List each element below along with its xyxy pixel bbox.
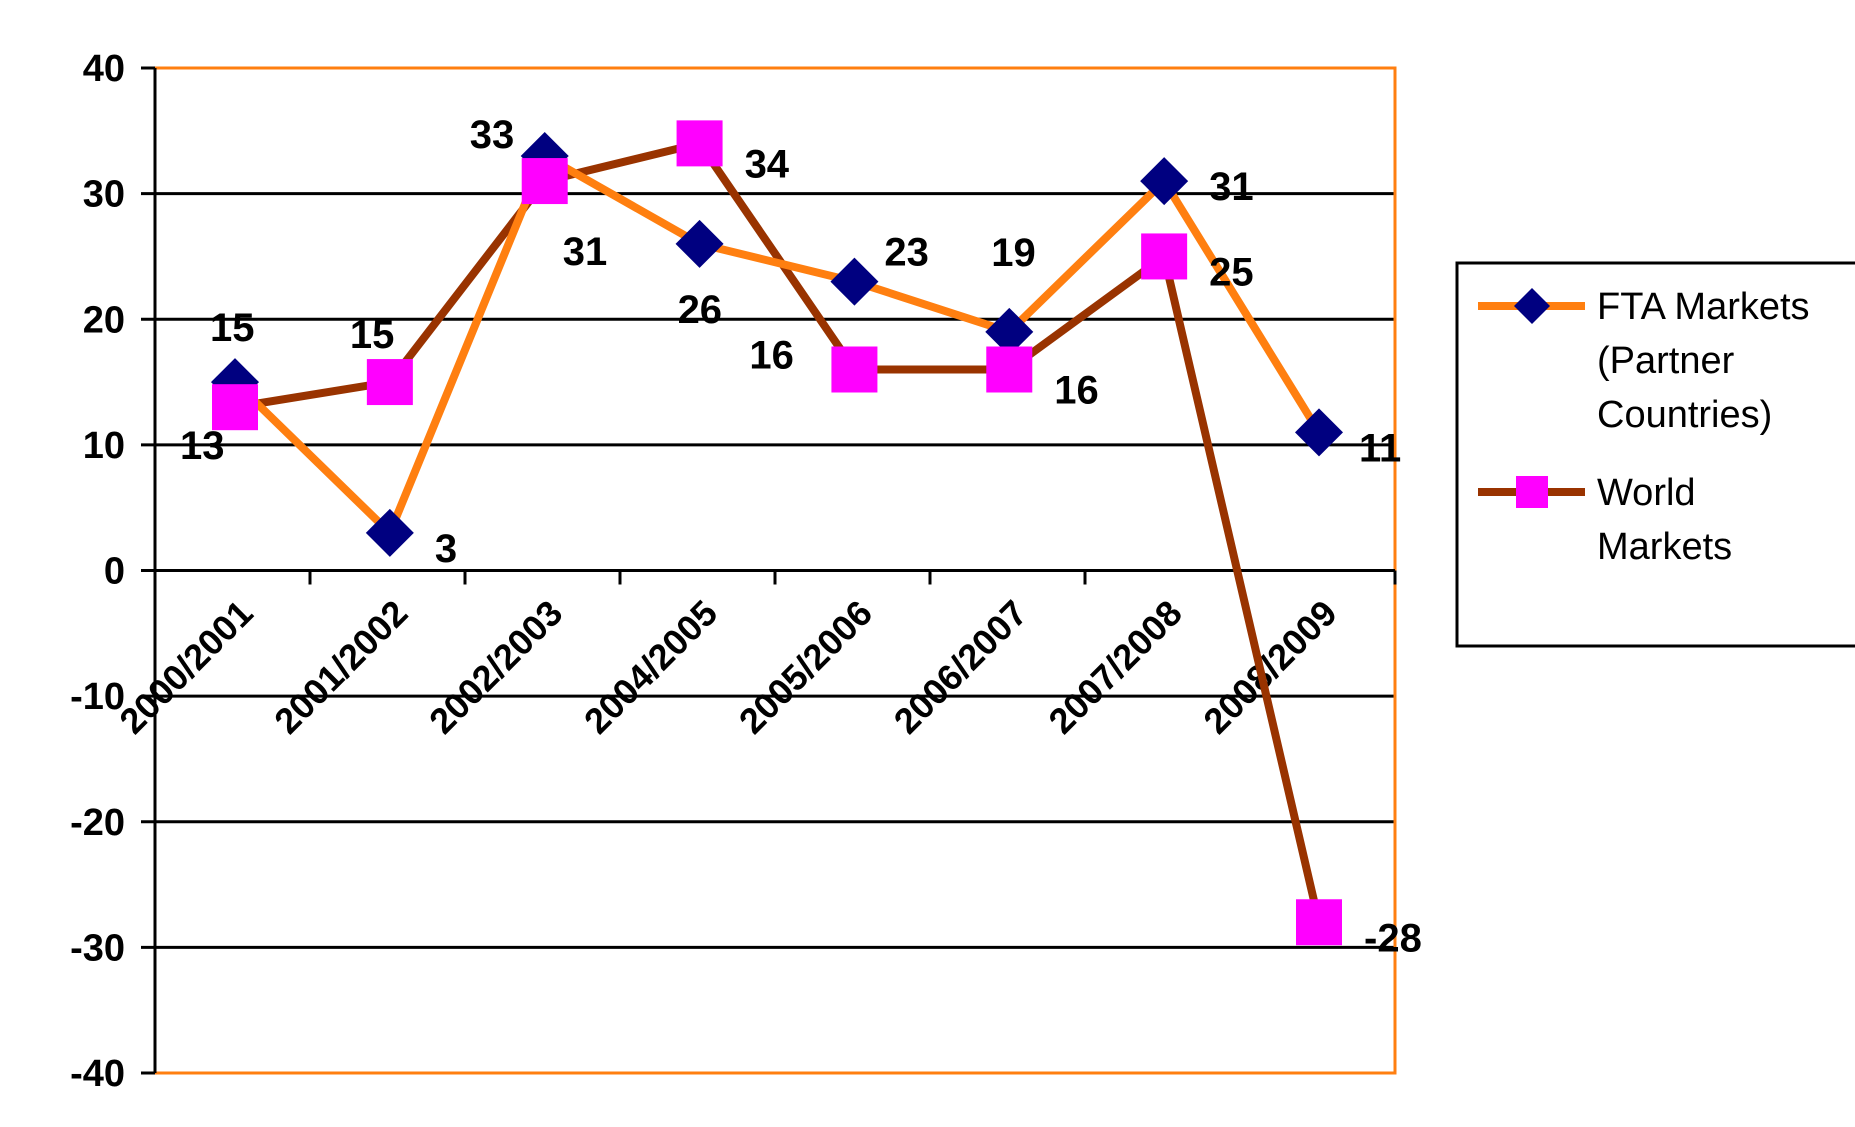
- data-point-world: [212, 384, 258, 431]
- data-point-world: [1141, 233, 1188, 280]
- legend-label-fta: (Partner: [1597, 340, 1735, 382]
- y-tick-label: 30: [83, 174, 125, 216]
- series-markers: [211, 120, 1343, 946]
- data-label-world: 16: [1054, 369, 1099, 413]
- data-point-world: [676, 120, 723, 167]
- data-label-world: 34: [745, 142, 790, 186]
- data-point-world: [366, 359, 413, 406]
- y-tick-label: 20: [83, 299, 125, 341]
- data-point-world: [521, 158, 568, 205]
- legend-box: [1455, 261, 1855, 648]
- data-label-fta: 33: [470, 113, 515, 157]
- series-lines: [232, 138, 1323, 924]
- data-label-fta: 31: [1209, 165, 1254, 209]
- legend-marker-world: [1516, 476, 1548, 508]
- x-tick-label: 2002/2003: [421, 592, 570, 741]
- data-point-fta: [830, 257, 879, 306]
- y-tick-label: 10: [83, 425, 125, 467]
- legend-label-world: Markets: [1597, 526, 1732, 568]
- data-label-fta: 26: [678, 288, 723, 332]
- legend-marker-fta: [1514, 288, 1550, 324]
- x-tick-label: 2004/2005: [576, 592, 725, 741]
- data-point-world: [831, 346, 878, 393]
- data-label-world: 31: [563, 230, 608, 274]
- x-tick-label: 2000/2001: [111, 592, 260, 741]
- data-label-world: 15: [350, 313, 395, 357]
- data-label-fta: 19: [991, 231, 1035, 275]
- data-point-fta: [985, 307, 1034, 356]
- data-point-fta: [1295, 408, 1343, 457]
- legend-label-world: World: [1597, 472, 1696, 514]
- data-label-fta: 15: [210, 306, 255, 350]
- data-point-fta: [1140, 157, 1189, 206]
- data-label-world: 25: [1209, 250, 1254, 294]
- x-tick-label: 2006/2007: [886, 592, 1035, 741]
- data-label-world: -28: [1364, 916, 1422, 960]
- legend-label-fta: Countries): [1597, 394, 1772, 436]
- data-label-fta: 23: [884, 231, 929, 275]
- data-point-world: [1296, 899, 1342, 946]
- legend-label-fta: FTA Markets: [1597, 286, 1810, 328]
- data-label-world: 16: [749, 334, 794, 378]
- y-tick-label: -20: [70, 802, 125, 844]
- legend: FTA Markets (Partner Countries) World Market…: [1455, 261, 1855, 648]
- y-tick-label: -10: [70, 676, 125, 718]
- data-label-fta: 11: [1359, 426, 1401, 470]
- series-line-fta: [232, 150, 1323, 540]
- y-tick-label: -30: [70, 927, 125, 969]
- data-point-world: [986, 346, 1033, 393]
- x-tick-label: 2001/2002: [266, 592, 415, 741]
- y-tick-label: -40: [70, 1053, 125, 1095]
- series-line-world: [234, 138, 1323, 924]
- data-point-fta: [675, 219, 724, 268]
- y-tick-label: 0: [104, 551, 125, 593]
- x-tick-label: 2005/2006: [731, 592, 880, 741]
- data-point-fta: [365, 508, 414, 557]
- x-tick-label: 2007/2008: [1040, 592, 1189, 741]
- data-label-fta: 3: [435, 527, 457, 571]
- y-tick-label: 40: [83, 48, 125, 90]
- data-label-world: 13: [180, 424, 225, 468]
